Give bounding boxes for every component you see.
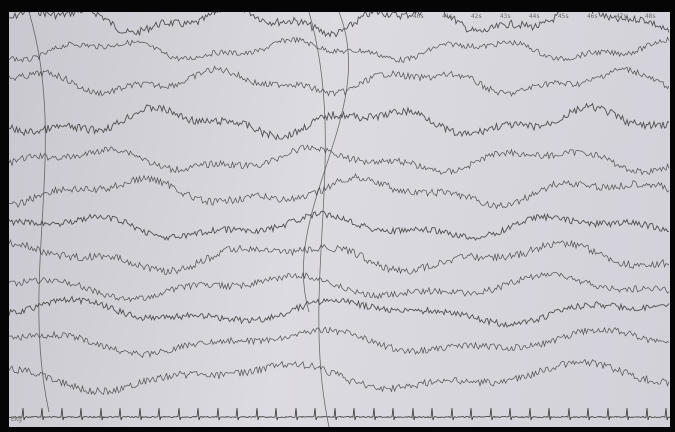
eeg-channel-trace [9,65,670,97]
eeg-paper: Ekg 40s41s42s43s44s45s46s47s48s49s [9,12,670,427]
artifact-sweep [28,12,50,413]
eeg-channel-trace [9,12,670,38]
eeg-channel-trace [9,295,670,328]
eeg-traces [9,12,670,427]
eeg-channel-trace [9,172,670,210]
time-tick-label: 48s [645,13,656,20]
time-tick-label: 43s [500,13,511,20]
time-tick-label: 42s [471,13,482,20]
eeg-channel-trace [9,144,670,176]
time-tick-label: 40s [413,13,424,20]
eeg-channel-trace [9,36,670,63]
ecg-trace [9,407,670,421]
time-tick-label: 44s [529,13,540,20]
artifact-sweep [303,12,349,313]
eeg-channel-trace [9,102,670,141]
eeg-channel-trace [9,326,670,359]
time-tick-label: 45s [558,13,569,20]
eeg-channel-trace [9,238,670,276]
artifact-sweep [308,12,330,427]
time-tick-label: 41s [442,13,453,20]
eeg-channel-trace [9,271,670,303]
time-tick-label: 47s [616,13,627,20]
eeg-channel-trace [9,358,670,396]
ecg-channel-label: Ekg [11,416,22,423]
eeg-channel-trace [9,210,670,241]
time-tick-label: 46s [587,13,598,20]
